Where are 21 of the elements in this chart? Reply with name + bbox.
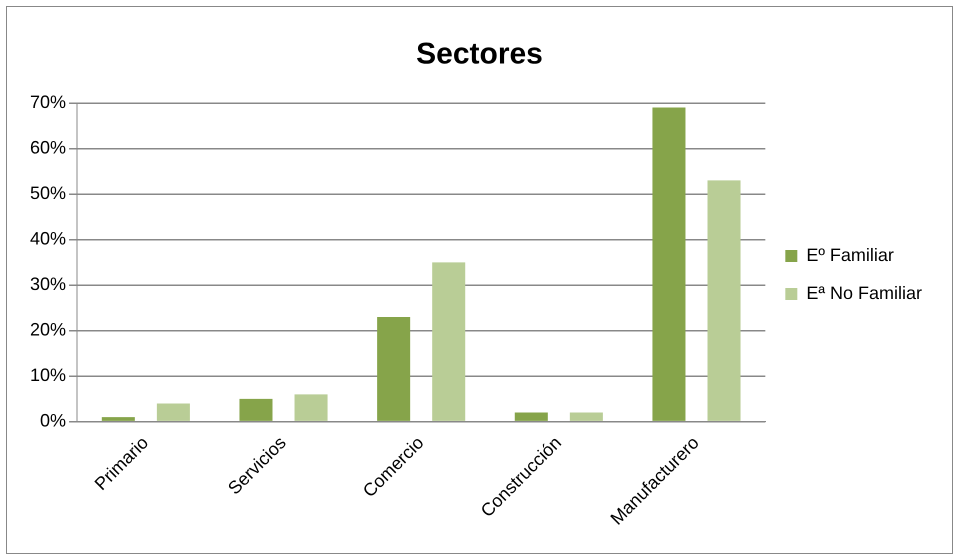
bar: [102, 417, 135, 421]
legend-label: Eº Familiar: [806, 244, 894, 265]
chart-title: Sectores: [416, 37, 543, 70]
bar: [570, 412, 603, 421]
y-tick-label: 60%: [30, 137, 66, 158]
y-tick-label: 30%: [30, 274, 66, 294]
y-tick-label: 10%: [30, 365, 66, 386]
y-tick-label: 20%: [30, 320, 66, 340]
bar: [377, 316, 410, 421]
bar: [708, 180, 741, 421]
bar: [652, 108, 686, 421]
y-tick-label: 40%: [30, 228, 66, 249]
y-tick-label: 50%: [30, 183, 66, 204]
bar: [156, 403, 190, 421]
bar: [514, 412, 548, 421]
y-tick-label: 0%: [40, 410, 66, 431]
bar: [432, 262, 466, 421]
legend-label: Eª No Familiar: [806, 282, 922, 303]
bar: [239, 398, 272, 421]
bar: [294, 394, 328, 421]
y-tick-label: 70%: [30, 92, 66, 112]
